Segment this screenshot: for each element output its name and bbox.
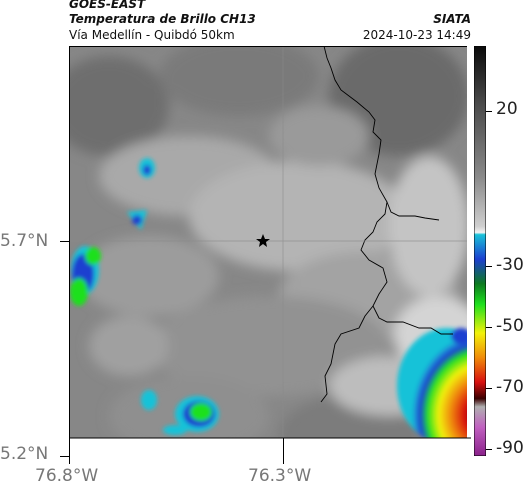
lon-tick (69, 456, 70, 464)
star-marker (256, 234, 270, 247)
colorbar-tick (486, 388, 492, 389)
lat-label-5-7: 5.7°N (0, 231, 49, 251)
institution-label: SIATA (433, 12, 471, 26)
colorbar-tick (486, 111, 492, 112)
colorbar-tick (486, 327, 492, 328)
convective-cells (70, 158, 471, 444)
lon-label-76-8: 76.8°W (35, 466, 99, 486)
lat-tick (60, 241, 69, 242)
colorbar-label: 20 (496, 99, 518, 119)
colorbar (474, 46, 486, 456)
colorbar-tick (486, 449, 492, 450)
colorbar-label: -70 (496, 377, 524, 397)
satellite-map (69, 46, 471, 456)
lat-tick (60, 456, 69, 457)
timestamp-label: 2024-10-23 14:49 (362, 28, 471, 42)
product-title: Temperatura de Brillo CH13 (69, 12, 256, 26)
satellite-title: GOES-EAST (69, 0, 146, 11)
lon-label-76-3: 76.3°W (248, 466, 312, 486)
department-boundaries (320, 46, 453, 403)
lon-tick (283, 438, 284, 464)
lat-label-5-2: 5.2°N (0, 444, 49, 464)
graticule (69, 46, 471, 456)
colorbar-tick (486, 266, 492, 267)
colorbar-label: -30 (496, 255, 524, 275)
colorbar-label: -90 (496, 438, 524, 458)
map-right-margin (467, 46, 471, 456)
route-label: Vía Medellín - Quibdó 50km (69, 28, 235, 42)
map-left-edge (69, 46, 70, 456)
colorbar-label: -50 (496, 316, 524, 336)
map-bottom-margin (69, 438, 471, 456)
